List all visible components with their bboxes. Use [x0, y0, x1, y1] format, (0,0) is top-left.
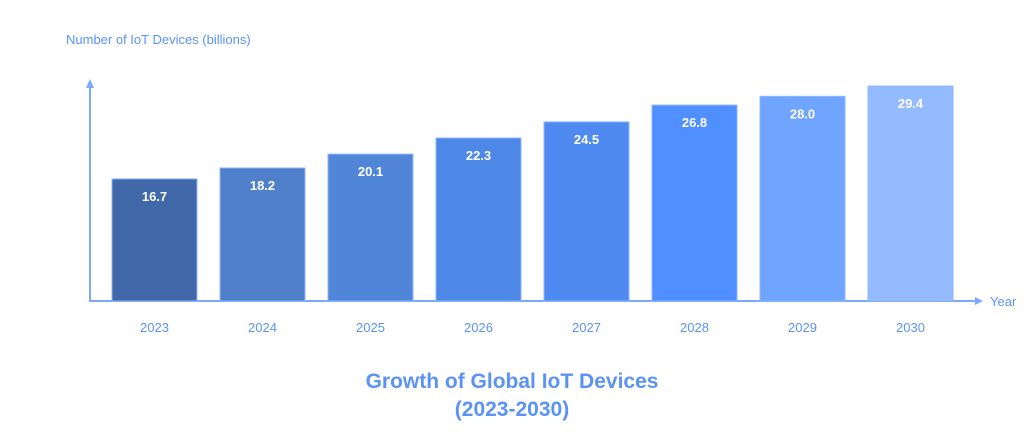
bar-2023 [111, 178, 198, 302]
bar-2024 [219, 167, 306, 302]
data-label-2027: 24.5 [574, 132, 599, 147]
data-label-2030: 29.4 [898, 96, 924, 111]
chart-title: Growth of Global IoT Devices (2023-2030) [0, 368, 1024, 424]
data-label-2028: 26.8 [682, 115, 707, 130]
x-tick-label-2023: 2023 [140, 320, 169, 335]
data-label-2026: 22.3 [466, 148, 491, 163]
data-label-2023: 16.7 [142, 189, 167, 204]
bar-2030 [867, 85, 954, 302]
bar-2029 [759, 95, 846, 302]
bar-2026 [435, 137, 522, 302]
data-label-2025: 20.1 [358, 164, 383, 179]
bar-2025 [327, 153, 414, 302]
chart-title-main: Growth of Global IoT Devices [365, 370, 659, 393]
x-tick-label-2027: 2027 [572, 320, 601, 335]
y-axis-label: Number of IoT Devices (billions) [66, 32, 251, 47]
chart-subtitle: (2023-2030) [454, 398, 570, 421]
x-axis-label: Year [990, 294, 1017, 309]
data-label-2024: 18.2 [250, 178, 275, 193]
bar-2027 [543, 121, 630, 302]
x-tick-label-2026: 2026 [464, 320, 493, 335]
data-label-2029: 28.0 [790, 106, 815, 121]
x-tick-label-2029: 2029 [788, 320, 817, 335]
x-axis-arrow-icon [975, 297, 983, 305]
x-tick-label-2024: 2024 [248, 320, 277, 335]
x-tick-label-2028: 2028 [680, 320, 709, 335]
x-tick-label-2025: 2025 [356, 320, 385, 335]
bar-2028 [651, 104, 738, 302]
x-tick-label-2030: 2030 [896, 320, 925, 335]
y-axis-arrow-icon [86, 79, 94, 88]
